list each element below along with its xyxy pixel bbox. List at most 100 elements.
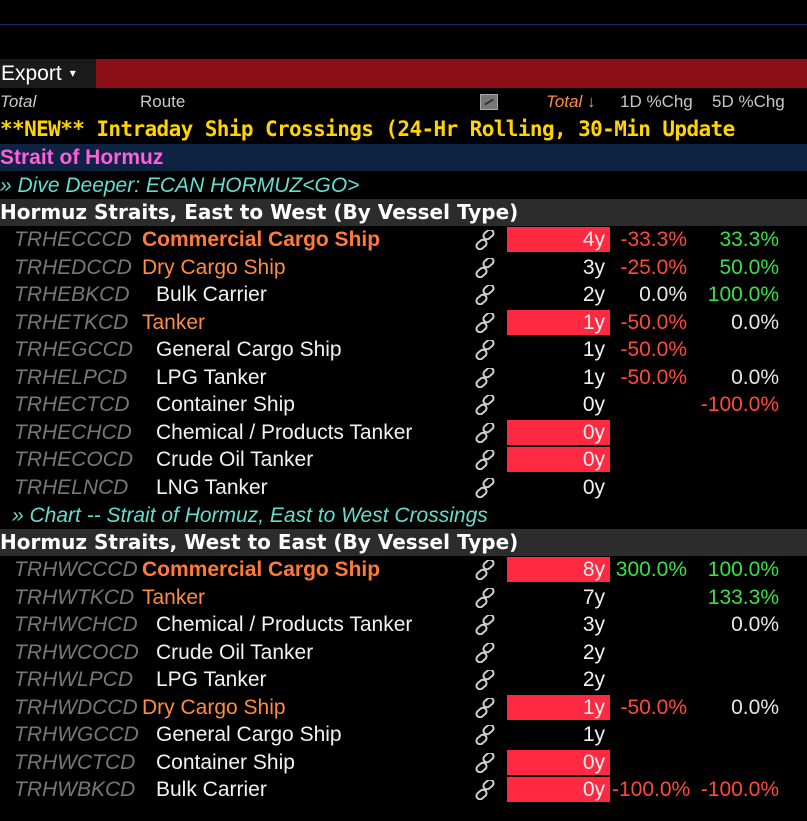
vessel-type[interactable]: LPG Tanker <box>156 668 267 691</box>
link-icon[interactable] <box>474 586 496 608</box>
table-row[interactable]: TRHELPCD LPG Tanker 1y -50.0% 0.0% <box>0 364 807 391</box>
table-row[interactable]: TRHETKCD Tanker 1y -50.0% 0.0% <box>0 309 807 336</box>
total-value: 1y <box>582 695 605 719</box>
table-row[interactable]: TRHWCOCD Crude Oil Tanker 2y <box>0 639 807 666</box>
chg-5d-value: 0.0% <box>731 365 779 389</box>
col-header-route[interactable]: Route <box>140 92 186 111</box>
vessel-type[interactable]: Commercial Cargo Ship <box>142 558 381 581</box>
news-headline[interactable]: **NEW** Intraday Ship Crossings (24-Hr R… <box>0 117 735 141</box>
ticker-code[interactable]: TRHECCCD <box>14 228 132 251</box>
vessel-type[interactable]: Container Ship <box>156 750 295 774</box>
chg-5d-value: -100.0% <box>700 393 779 416</box>
vessel-type[interactable]: Dry Cargo Ship <box>142 695 286 719</box>
vessel-type[interactable]: Tanker <box>142 310 206 334</box>
vessel-type[interactable]: Crude Oil Tanker <box>156 640 314 664</box>
ticker-code[interactable]: TRHECHCD <box>14 420 132 444</box>
ticker-code[interactable]: TRHETKCD <box>14 310 129 334</box>
vessel-type[interactable]: Bulk Carrier <box>156 283 267 306</box>
table-row[interactable]: TRHECOCD Crude Oil Tanker 0y <box>0 446 807 473</box>
ticker-code[interactable]: TRHWGCCD <box>14 723 139 746</box>
link-icon[interactable] <box>474 723 496 746</box>
ticker-code[interactable]: TRHWLPCD <box>14 668 133 691</box>
link-icon[interactable] <box>474 393 496 416</box>
vessel-type[interactable]: LNG Tanker <box>156 475 268 499</box>
col-header-total-left[interactable]: Total <box>0 92 37 111</box>
link-icon[interactable] <box>474 283 496 306</box>
col-header-5d-chg[interactable]: 5D %Chg <box>712 92 785 111</box>
table-row[interactable]: TRHWBKCD Bulk Carrier 0y -100.0% -100.0% <box>0 776 807 803</box>
ticker-code[interactable]: TRHWCTCD <box>14 750 136 774</box>
ticker-code[interactable]: TRHWTKCD <box>14 585 135 609</box>
chart-icon[interactable] <box>480 94 498 110</box>
link-icon[interactable] <box>474 366 496 388</box>
total-bar <box>507 777 610 802</box>
chg-1d-value: 0.0% <box>639 283 687 306</box>
col-header-total-sorted[interactable]: Total ↓ <box>546 92 596 111</box>
total-bar <box>507 309 610 335</box>
link-icon[interactable] <box>474 311 496 333</box>
chart-link[interactable]: » Chart -- Strait of Hormuz, East to Wes… <box>12 504 488 527</box>
table-row[interactable]: TRHWCCCD Commercial Cargo Ship 8y 300.0% 100… <box>0 556 807 583</box>
ticker-code[interactable]: TRHWBKCD <box>14 778 136 801</box>
ticker-code[interactable]: TRHELPCD <box>14 365 128 389</box>
vessel-type[interactable]: Tanker <box>142 585 206 609</box>
vessel-type[interactable]: Chemical / Products Tanker <box>156 613 413 636</box>
link-icon[interactable] <box>474 751 496 773</box>
dive-deeper-link[interactable]: » Dive Deeper: ECAN HORMUZ<GO> <box>0 174 360 197</box>
table-row[interactable]: TRHEDCCD Dry Cargo Ship 3y -25.0% 50.0% <box>0 254 807 281</box>
table-row[interactable]: TRHEGCCD General Cargo Ship 1y -50.0% <box>0 336 807 363</box>
export-button[interactable]: Export ▾ <box>0 59 96 88</box>
link-icon[interactable] <box>474 696 496 718</box>
ticker-code[interactable]: TRHWCHCD <box>14 613 138 636</box>
table-row[interactable]: TRHEBKCD Bulk Carrier 2y 0.0% 100.0% <box>0 281 807 308</box>
ticker-code[interactable]: TRHELNCD <box>14 475 129 499</box>
link-icon[interactable] <box>474 668 496 691</box>
ticker-code[interactable]: TRHEGCCD <box>14 338 133 361</box>
table-row[interactable]: TRHWCHCD Chemical / Products Tanker 3y 0.0% <box>0 611 807 638</box>
vessel-type[interactable]: General Cargo Ship <box>156 723 342 746</box>
link-icon[interactable] <box>474 476 496 498</box>
link-icon[interactable] <box>474 641 496 663</box>
table-row[interactable]: TRHWTKCD Tanker 7y 133.3% <box>0 584 807 611</box>
total-value: 3y <box>582 255 605 279</box>
vessel-type[interactable]: General Cargo Ship <box>156 338 342 361</box>
ticker-code[interactable]: TRHWCOCD <box>14 640 139 664</box>
table-row[interactable]: TRHECTCD Container Ship 0y -100.0% <box>0 391 807 418</box>
link-icon[interactable] <box>474 338 496 361</box>
col-header-1d-chg[interactable]: 1D %Chg <box>620 92 693 111</box>
ticker-code[interactable]: TRHWCCCD <box>14 558 138 581</box>
total-value: 3y <box>582 613 605 636</box>
vessel-type[interactable]: Commercial Cargo Ship <box>142 228 381 251</box>
table-row[interactable]: TRHELNCD LNG Tanker 0y <box>0 474 807 501</box>
total-value: 1y <box>582 723 605 746</box>
ticker-code[interactable]: TRHEDCCD <box>14 255 132 279</box>
table-row[interactable]: TRHWDCCD Dry Cargo Ship 1y -50.0% 0.0% <box>0 694 807 721</box>
table-row[interactable]: TRHWLPCD LPG Tanker 2y <box>0 666 807 693</box>
ticker-code[interactable]: TRHECTCD <box>14 393 130 416</box>
table-row[interactable]: TRHWCTCD Container Ship 0y <box>0 749 807 776</box>
link-icon[interactable] <box>474 228 496 251</box>
total-value: 4y <box>582 228 605 251</box>
link-icon[interactable] <box>474 421 496 443</box>
section-header-east-to-west[interactable]: Hormuz Straits, East to West (By Vessel … <box>0 199 807 226</box>
vessel-type[interactable]: LPG Tanker <box>156 365 267 389</box>
link-icon[interactable] <box>474 778 496 801</box>
ticker-code[interactable]: TRHECOCD <box>14 448 133 471</box>
table-row[interactable]: TRHECCCD Commercial Cargo Ship 4y -33.3% 33.… <box>0 226 807 253</box>
vessel-type[interactable]: Container Ship <box>156 393 295 416</box>
vessel-type[interactable]: Bulk Carrier <box>156 778 267 801</box>
table-row[interactable]: TRHWGCCD General Cargo Ship 1y <box>0 721 807 748</box>
vessel-type[interactable]: Crude Oil Tanker <box>156 448 314 471</box>
link-icon[interactable] <box>474 558 496 581</box>
vessel-type[interactable]: Dry Cargo Ship <box>142 255 286 279</box>
link-icon[interactable] <box>474 448 496 471</box>
link-icon[interactable] <box>474 256 496 278</box>
ticker-code[interactable]: TRHEBKCD <box>14 283 130 306</box>
table-row[interactable]: TRHECHCD Chemical / Products Tanker 0y <box>0 419 807 446</box>
link-icon[interactable] <box>474 613 496 636</box>
ticker-code[interactable]: TRHWDCCD <box>14 695 138 719</box>
section-header-west-to-east[interactable]: Hormuz Straits, West to East (By Vessel … <box>0 529 807 556</box>
chevron-down-icon: ▾ <box>69 66 76 80</box>
chg-5d-value: 100.0% <box>707 558 779 581</box>
vessel-type[interactable]: Chemical / Products Tanker <box>156 420 413 444</box>
